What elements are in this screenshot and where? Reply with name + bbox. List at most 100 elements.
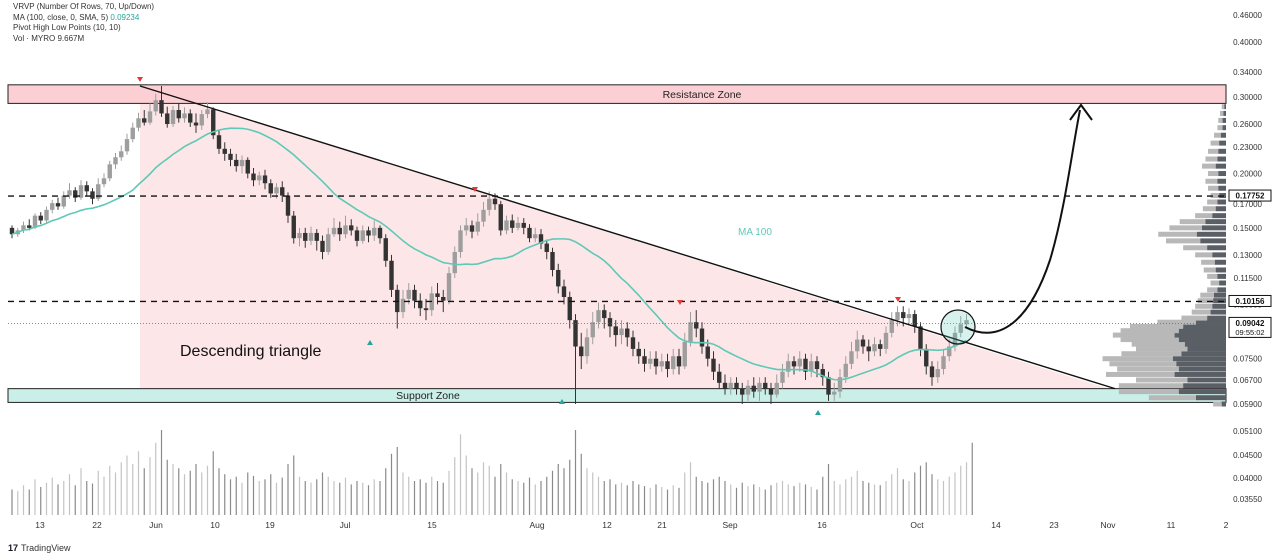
candle-body[interactable]: [308, 232, 314, 241]
candle-body[interactable]: [533, 234, 538, 239]
candle-body[interactable]: [676, 356, 682, 367]
candle-body[interactable]: [498, 204, 503, 231]
candle-body[interactable]: [354, 230, 360, 241]
candle-body[interactable]: [567, 296, 572, 321]
candle-body[interactable]: [280, 187, 285, 196]
candle-body[interactable]: [590, 322, 595, 338]
candle-body[interactable]: [958, 324, 963, 333]
candle-body[interactable]: [860, 339, 866, 347]
candle-body[interactable]: [84, 185, 89, 192]
candle-body[interactable]: [107, 164, 112, 179]
candle-body[interactable]: [780, 371, 785, 383]
candle-body[interactable]: [659, 361, 664, 367]
legend-volume[interactable]: Vol · MYRO 9.667M: [13, 33, 85, 43]
candle-body[interactable]: [602, 310, 607, 319]
candle-body[interactable]: [803, 358, 808, 372]
candle-body[interactable]: [222, 148, 227, 154]
candle-body[interactable]: [947, 346, 952, 357]
candle-body[interactable]: [216, 135, 222, 149]
descending-trendline[interactable]: [139, 85, 1116, 390]
candle-body[interactable]: [929, 366, 935, 378]
candle-body[interactable]: [61, 195, 66, 207]
candle-body[interactable]: [285, 195, 291, 216]
candle-body[interactable]: [832, 391, 837, 395]
candle-body[interactable]: [527, 227, 532, 239]
candle-body[interactable]: [147, 111, 153, 123]
candle-body[interactable]: [44, 209, 49, 221]
candle-body[interactable]: [837, 377, 843, 392]
candle-body[interactable]: [722, 382, 728, 389]
candle-body[interactable]: [814, 361, 820, 370]
candle-body[interactable]: [119, 151, 124, 158]
candle-body[interactable]: [412, 289, 417, 301]
candle-body[interactable]: [130, 127, 135, 140]
candle-body[interactable]: [331, 227, 337, 235]
candle-body[interactable]: [32, 215, 38, 228]
candle-body[interactable]: [843, 363, 848, 378]
candle-body[interactable]: [579, 346, 584, 357]
candle-body[interactable]: [895, 312, 900, 321]
candle-body[interactable]: [550, 251, 555, 270]
candle-body[interactable]: [515, 222, 521, 228]
candle-body[interactable]: [872, 344, 877, 352]
candle-body[interactable]: [170, 110, 176, 125]
candle-body[interactable]: [906, 314, 912, 319]
candle-body[interactable]: [193, 122, 199, 126]
ma-100-line[interactable]: [11, 127, 967, 381]
breakout-circle[interactable]: [940, 309, 976, 345]
candle-body[interactable]: [665, 361, 670, 370]
candle-body[interactable]: [648, 358, 653, 364]
candle-body[interactable]: [320, 240, 325, 252]
candle-body[interactable]: [38, 215, 43, 221]
candle-body[interactable]: [510, 220, 515, 228]
candle-body[interactable]: [400, 298, 406, 313]
candle-body[interactable]: [464, 225, 469, 231]
candle-body[interactable]: [786, 361, 791, 372]
candle-body[interactable]: [452, 251, 457, 274]
candle-body[interactable]: [96, 184, 101, 199]
candle-body[interactable]: [768, 388, 774, 395]
candle-body[interactable]: [941, 356, 946, 370]
candle-body[interactable]: [21, 225, 26, 231]
candle-body[interactable]: [389, 260, 394, 290]
candle-body[interactable]: [50, 203, 55, 210]
candle-body[interactable]: [745, 385, 751, 395]
candle-body[interactable]: [291, 215, 296, 239]
candle-body[interactable]: [469, 225, 475, 232]
candle-body[interactable]: [820, 369, 825, 378]
candle-body[interactable]: [372, 227, 377, 236]
candle-body[interactable]: [705, 346, 710, 359]
tradingview-brand[interactable]: 17 TradingView: [8, 543, 71, 553]
candle-body[interactable]: [561, 286, 567, 297]
candle-body[interactable]: [257, 175, 262, 181]
candle-body[interactable]: [423, 308, 429, 311]
candle-body[interactable]: [268, 183, 273, 194]
candle-body[interactable]: [251, 173, 256, 181]
candle-body[interactable]: [67, 190, 72, 196]
projection-arrow[interactable]: [964, 109, 1081, 334]
candle-body[interactable]: [809, 361, 814, 372]
candle-body[interactable]: [504, 220, 509, 231]
candle-body[interactable]: [878, 344, 883, 349]
candle-body[interactable]: [377, 227, 383, 239]
candle-body[interactable]: [924, 348, 929, 367]
candle-body[interactable]: [774, 382, 779, 395]
candle-body[interactable]: [228, 153, 233, 160]
candle-body[interactable]: [188, 113, 193, 123]
candle-body[interactable]: [573, 320, 578, 347]
candle-body[interactable]: [446, 273, 452, 301]
candle-body[interactable]: [303, 232, 308, 241]
candle-body[interactable]: [159, 100, 164, 114]
candle-body[interactable]: [239, 159, 245, 167]
candle-body[interactable]: [360, 230, 365, 241]
resistance-zone[interactable]: [7, 84, 1227, 104]
candle-body[interactable]: [584, 337, 590, 357]
candle-body[interactable]: [349, 225, 354, 231]
candle-body[interactable]: [849, 351, 854, 364]
candle-body[interactable]: [199, 114, 204, 126]
candle-body[interactable]: [757, 382, 762, 392]
candle-body[interactable]: [642, 356, 647, 364]
candle-body[interactable]: [883, 332, 889, 349]
candle-body[interactable]: [73, 190, 78, 198]
